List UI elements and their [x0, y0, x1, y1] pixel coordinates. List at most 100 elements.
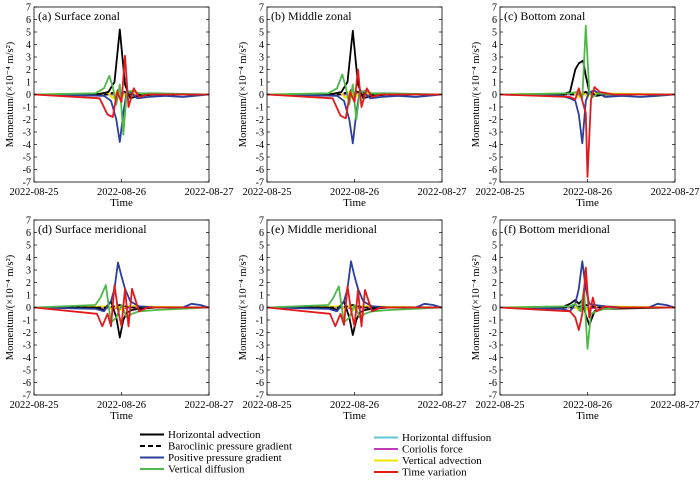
- y-tick-label: 1: [259, 78, 264, 89]
- y-tick-label: 4: [259, 253, 264, 264]
- y-tick-label: -3: [256, 128, 264, 139]
- panel-2: -7 -6-5 -4-3 -2-1 01 23 45 67 2022-08-25 2022-08-…: [238, 3, 467, 210]
- y-tick-label: 4: [492, 40, 497, 51]
- y-tick-label: 0: [259, 303, 264, 314]
- y-tick-label: 2: [26, 278, 31, 289]
- series-line-bpg: [34, 304, 209, 309]
- legend-label: Vertical advection: [402, 455, 482, 467]
- series-line-tvar: [500, 86, 675, 178]
- series-line-ppg: [34, 261, 209, 313]
- legend-item: Horizontal diffusion: [374, 432, 492, 444]
- panel-1: -7 -6-5 -4-3 -2-1 01 23 45 67 2022-08-25 2022-08-…: [5, 3, 234, 210]
- series-line-bpg: [267, 304, 442, 309]
- x-axis-label: Time: [576, 197, 599, 209]
- y-tick-label: 7: [259, 3, 264, 14]
- y-tick-label: -2: [23, 328, 31, 339]
- panel-6: -7 -6-5 -4-3 -2-1 01 23 45 67 2022-08-25 2022-08-…: [471, 216, 700, 423]
- x-tick-label: 2022-08-27: [651, 400, 700, 411]
- y-tick-label: -6: [489, 378, 497, 389]
- x-tick-label: 2022-08-27: [185, 187, 234, 198]
- y-tick-label: -3: [23, 128, 31, 139]
- y-tick-label: -2: [489, 115, 497, 126]
- x-tick-label: 2022-08-25: [10, 400, 59, 411]
- y-tick-label: -3: [23, 341, 31, 352]
- y-tick-label: 5: [259, 28, 264, 39]
- y-tick-label: -5: [23, 366, 31, 377]
- y-tick-label: -2: [23, 115, 31, 126]
- y-tick-label: 3: [492, 53, 497, 64]
- y-tick-label: -1: [489, 316, 497, 327]
- legend-item: Vertical advection: [374, 455, 482, 467]
- y-tick-label: -3: [489, 341, 497, 352]
- series-group: [267, 260, 442, 336]
- x-tick-label: 2022-08-26: [563, 187, 612, 198]
- y-tick-label: -4: [489, 353, 497, 364]
- y-tick-label: -7: [23, 391, 31, 402]
- y-tick-label: 5: [492, 241, 497, 252]
- legend-item: Vertical diffusion: [140, 464, 245, 476]
- y-tick-label: -2: [256, 328, 264, 339]
- y-tick-label: 4: [26, 40, 31, 51]
- series-line-hadv: [34, 300, 209, 339]
- y-tick-label: 5: [259, 241, 264, 252]
- y-tick-label: 1: [26, 78, 31, 89]
- y-tick-label: 0: [492, 90, 497, 101]
- legend-label: Coriolis force: [402, 444, 463, 456]
- y-tick-label: 3: [26, 53, 31, 64]
- y-tick-label: 1: [259, 291, 264, 302]
- y-tick-label: -6: [489, 165, 497, 176]
- y-axis-label: Momentum/(×10⁻⁴ m/s²): [471, 41, 482, 147]
- y-tick-label: -5: [256, 366, 264, 377]
- y-tick-label: 2: [259, 65, 264, 76]
- legend-label: Positive pressure gradient: [168, 452, 282, 464]
- panel-3: -7 -6-5 -4-3 -2-1 01 23 45 67 2022-08-25 2022-08-…: [471, 3, 700, 210]
- y-tick-label: -3: [489, 128, 497, 139]
- series-line-vdiff: [267, 73, 442, 121]
- x-tick-label: 2022-08-26: [563, 400, 612, 411]
- x-tick-label: 2022-08-26: [97, 187, 146, 198]
- y-axis-label: Momentum/(×10⁻⁴ m/s²): [5, 41, 16, 147]
- y-tick-label: 7: [259, 216, 264, 227]
- y-axis-label: Momentum/(×10⁻⁴ m/s²): [238, 41, 249, 147]
- series-line-tvar: [500, 266, 675, 331]
- y-tick-label: -1: [256, 316, 264, 327]
- y-tick-label: 5: [492, 28, 497, 39]
- y-tick-label: 0: [492, 303, 497, 314]
- y-tick-label: -1: [23, 103, 31, 114]
- y-tick-label: 2: [492, 65, 497, 76]
- series-line-ppg: [267, 260, 442, 313]
- y-tick-label: -6: [23, 378, 31, 389]
- y-tick-label: 0: [259, 90, 264, 101]
- y-tick-label: 6: [26, 15, 31, 26]
- series-line-bpg: [500, 91, 675, 96]
- y-tick-label: -1: [23, 316, 31, 327]
- y-tick-label: -5: [489, 153, 497, 164]
- y-tick-label: 7: [26, 216, 31, 227]
- y-tick-label: 2: [492, 278, 497, 289]
- y-tick-label: 4: [492, 253, 497, 264]
- legend-label: Vertical diffusion: [168, 464, 245, 476]
- panel-title: (b) Middle zonal: [271, 9, 352, 23]
- series-group: [500, 24, 675, 178]
- x-tick-label: 2022-08-25: [243, 400, 292, 411]
- y-tick-label: -6: [256, 165, 264, 176]
- y-tick-label: -3: [256, 341, 264, 352]
- y-axis-label: Momentum/(×10⁻⁴ m/s²): [5, 254, 16, 360]
- panel-title: (a) Surface zonal: [38, 9, 121, 23]
- x-axis-label: Time: [110, 410, 133, 422]
- legend-label: Horizontal diffusion: [402, 432, 492, 444]
- y-tick-label: 6: [259, 228, 264, 239]
- series-line-hadv: [34, 28, 209, 100]
- x-tick-label: 2022-08-25: [10, 187, 59, 198]
- y-tick-label: 3: [259, 266, 264, 277]
- x-tick-label: 2022-08-25: [476, 400, 525, 411]
- series-line-tvar: [267, 285, 442, 328]
- x-tick-label: 2022-08-25: [476, 187, 525, 198]
- legend-item: Time variation: [374, 467, 467, 479]
- legend-item: Horizontal advection: [140, 429, 261, 441]
- y-tick-label: -7: [256, 391, 264, 402]
- y-axis-label: Momentum/(×10⁻⁴ m/s²): [238, 254, 249, 360]
- panel-title: (d) Surface meridional: [38, 222, 147, 236]
- series-line-tvar: [34, 284, 209, 328]
